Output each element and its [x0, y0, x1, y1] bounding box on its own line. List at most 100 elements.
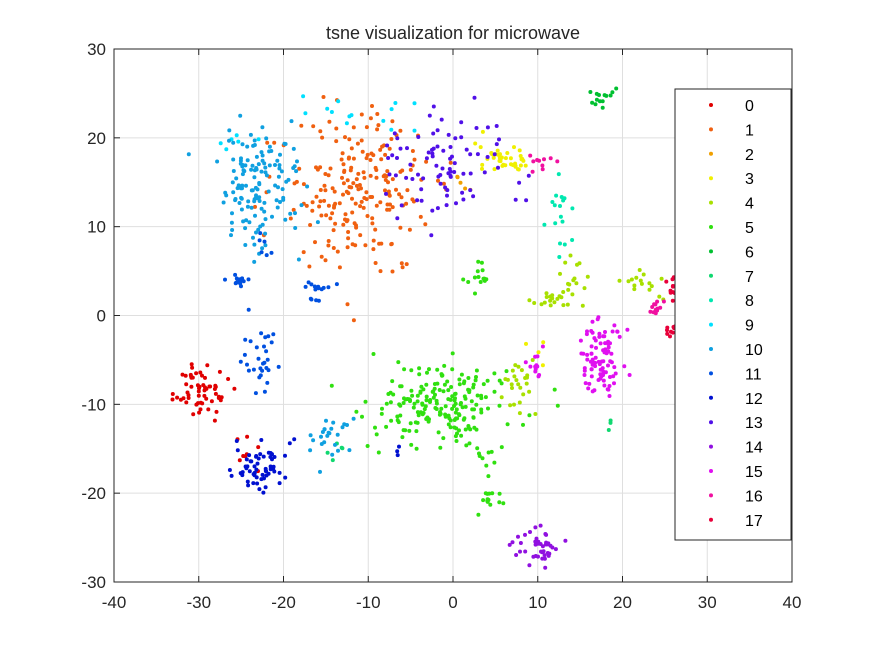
legend-marker-17 — [709, 517, 713, 522]
y-tick-label: -10 — [81, 395, 106, 414]
scatter-point-class-10 — [249, 167, 254, 172]
scatter-point-class-15 — [589, 374, 594, 379]
scatter-point-class-12 — [255, 461, 260, 466]
scatter-point-class-15 — [540, 344, 545, 349]
scatter-point-class-13 — [430, 151, 435, 156]
scatter-point-class-10 — [263, 217, 268, 222]
scatter-point-class-16 — [648, 309, 653, 314]
scatter-point-class-5 — [425, 415, 430, 420]
scatter-point-class-5 — [552, 387, 557, 392]
scatter-point-class-1 — [331, 228, 336, 233]
scatter-point-class-5 — [480, 456, 485, 461]
scatter-point-class-1 — [368, 173, 373, 178]
scatter-point-class-1 — [448, 160, 453, 165]
scatter-point-class-11 — [243, 337, 248, 342]
scatter-point-class-13 — [460, 190, 465, 195]
scatter-point-class-8 — [556, 172, 561, 177]
scatter-point-class-15 — [603, 330, 607, 334]
scatter-point-class-13 — [448, 156, 453, 161]
scatter-point-class-10 — [263, 243, 268, 248]
scatter-point-class-10 — [215, 159, 220, 164]
scatter-point-class-5 — [473, 291, 477, 296]
scatter-point-class-10 — [318, 469, 322, 474]
scatter-point-class-0 — [170, 397, 175, 402]
scatter-point-class-14 — [538, 523, 543, 528]
scatter-point-class-1 — [387, 192, 392, 197]
scatter-point-class-5 — [409, 388, 414, 393]
legend-marker-9 — [709, 322, 713, 327]
scatter-point-class-5 — [417, 366, 422, 371]
scatter-point-class-13 — [399, 203, 404, 208]
scatter-point-class-5 — [415, 399, 420, 404]
scatter-point-class-12 — [259, 438, 264, 442]
scatter-point-class-1 — [368, 158, 373, 162]
legend-marker-10 — [709, 347, 713, 351]
scatter-point-class-11 — [259, 331, 264, 336]
scatter-point-class-11 — [260, 368, 265, 373]
scatter-point-class-5 — [435, 367, 440, 372]
scatter-point-class-8 — [558, 214, 563, 219]
scatter-point-class-13 — [431, 131, 436, 136]
scatter-point-class-10 — [351, 416, 356, 421]
legend-box — [674, 88, 792, 541]
scatter-point-class-5 — [415, 410, 420, 415]
scatter-point-class-1 — [351, 125, 356, 130]
scatter-point-class-13 — [395, 156, 399, 160]
scatter-point-class-11 — [234, 276, 239, 281]
scatter-point-class-15 — [601, 334, 606, 339]
scatter-point-class-1 — [387, 146, 392, 151]
scatter-point-class-10 — [264, 173, 269, 178]
scatter-point-class-4 — [555, 296, 560, 301]
scatter-point-class-14 — [534, 536, 539, 541]
scatter-point-class-8 — [550, 200, 555, 204]
scatter-point-class-1 — [371, 238, 376, 243]
scatter-point-class-1 — [359, 138, 364, 143]
scatter-point-class-15 — [596, 378, 601, 382]
scatter-point-class-10 — [248, 132, 253, 137]
scatter-point-class-5 — [411, 405, 416, 410]
scatter-point-class-12 — [260, 472, 265, 477]
scatter-point-class-12 — [235, 448, 240, 453]
scatter-point-class-15 — [610, 329, 615, 334]
scatter-point-class-10 — [239, 156, 243, 161]
scatter-point-class-8 — [560, 219, 565, 224]
scatter-point-class-10 — [240, 172, 245, 177]
scatter-point-class-5 — [431, 389, 436, 394]
scatter-point-class-13 — [392, 131, 397, 136]
scatter-point-class-5 — [488, 502, 493, 507]
scatter-point-class-1 — [375, 112, 380, 116]
scatter-point-class-11 — [262, 239, 267, 244]
scatter-point-class-1 — [288, 216, 293, 221]
scatter-point-class-5 — [403, 428, 408, 433]
scatter-point-class-1 — [334, 139, 339, 144]
scatter-point-class-1 — [359, 186, 363, 191]
scatter-point-class-5 — [396, 360, 401, 365]
scatter-point-class-13 — [461, 171, 466, 176]
scatter-point-class-12 — [292, 437, 297, 442]
scatter-point-class-15 — [622, 364, 627, 369]
scatter-point-class-1 — [322, 198, 327, 203]
scatter-point-class-4 — [632, 283, 637, 288]
scatter-point-class-5 — [492, 389, 497, 394]
scatter-point-class-12 — [264, 469, 269, 474]
scatter-point-class-4 — [525, 375, 529, 380]
scatter-point-class-1 — [343, 135, 347, 140]
scatter-point-class-10 — [311, 438, 316, 443]
scatter-point-class-13 — [482, 170, 487, 175]
scatter-point-class-15 — [601, 359, 606, 364]
scatter-point-class-10 — [253, 195, 258, 200]
scatter-point-class-0 — [198, 370, 203, 375]
scatter-point-class-5 — [497, 378, 502, 383]
scatter-point-class-3 — [500, 163, 505, 168]
scatter-point-class-0 — [243, 454, 248, 459]
scatter-point-class-5 — [360, 414, 364, 419]
scatter-point-class-4 — [524, 381, 529, 386]
scatter-point-class-10 — [227, 138, 231, 143]
scatter-point-class-1 — [351, 156, 356, 161]
scatter-point-class-12 — [397, 444, 401, 449]
scatter-point-class-10 — [230, 180, 235, 185]
scatter-point-class-15 — [593, 364, 598, 369]
scatter-point-class-12 — [240, 473, 245, 478]
legend-label-8: 8 — [745, 293, 754, 310]
